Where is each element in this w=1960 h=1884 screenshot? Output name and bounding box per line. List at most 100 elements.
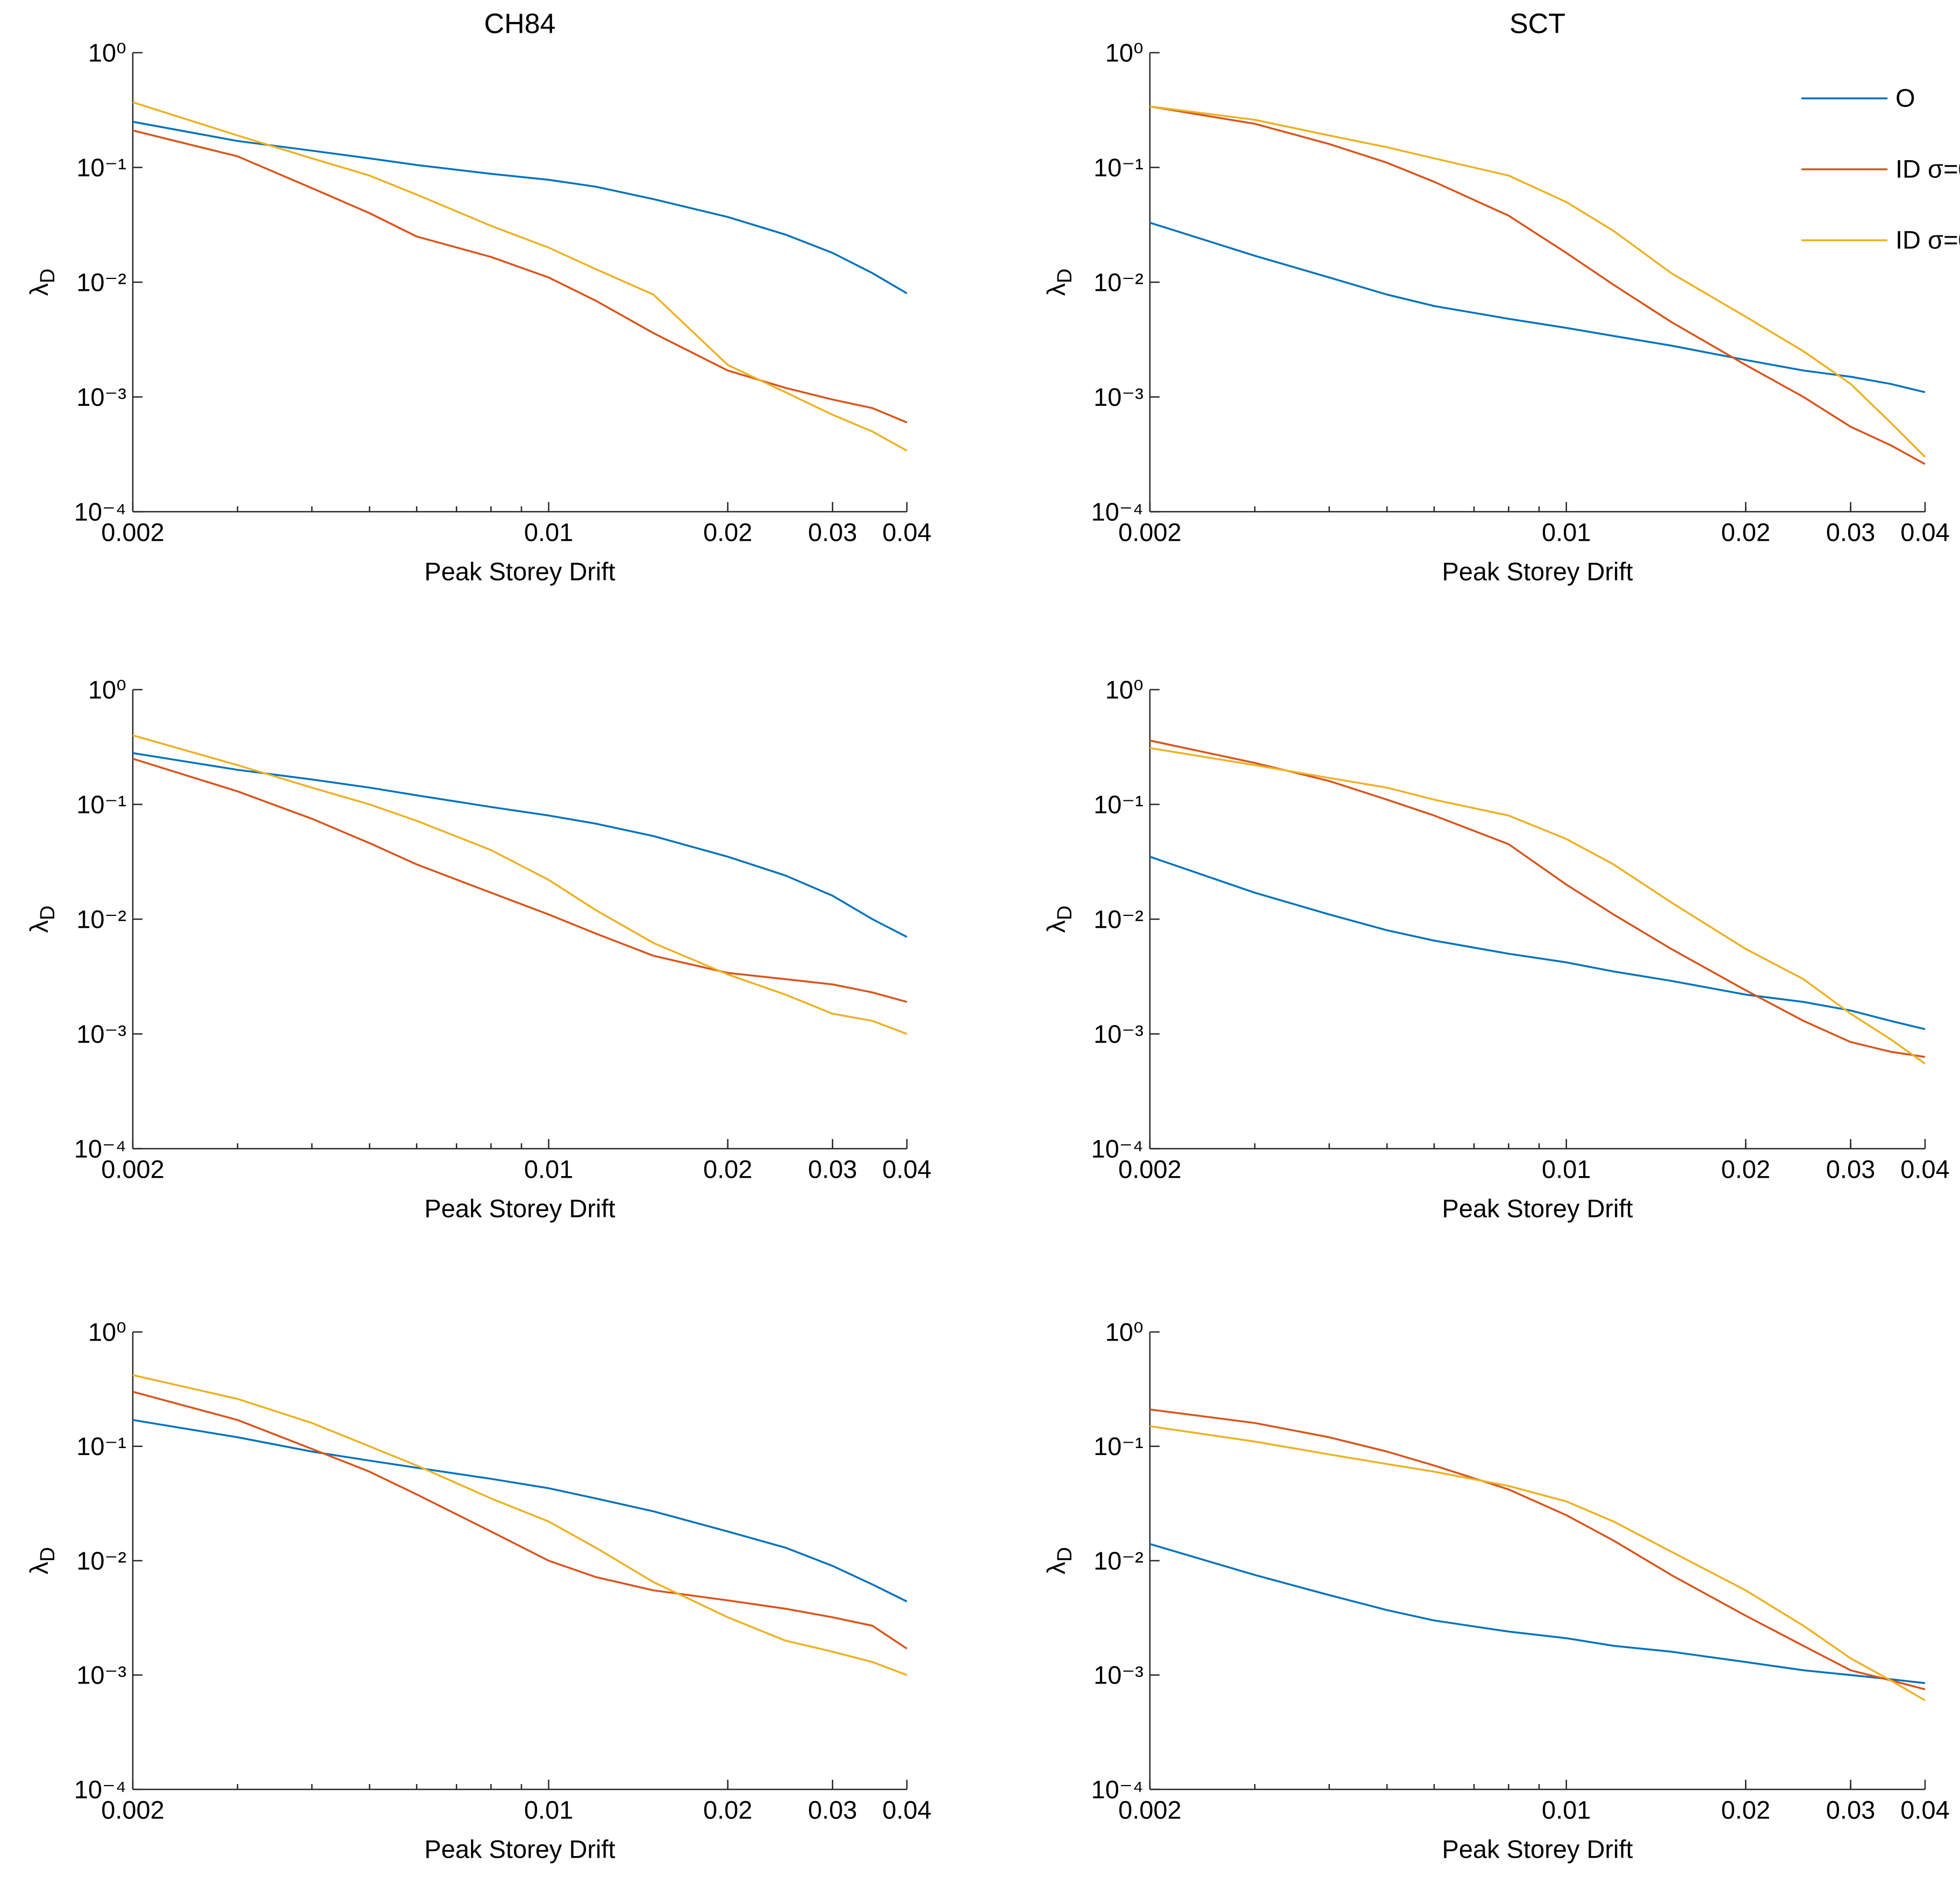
y-tick-label: 10⁰ [1105, 675, 1143, 704]
y-tick-label: 10⁻³ [1093, 1020, 1143, 1048]
x-tick-label: 0.04 [882, 1155, 931, 1183]
y-tick-label: 10⁻⁴ [74, 1134, 126, 1163]
y-tick-label: 10⁻² [1093, 1546, 1143, 1575]
y-tick-label: 10⁻⁴ [74, 497, 126, 526]
y-tick-label: 10⁻² [76, 1546, 126, 1575]
series-line [1149, 1408, 1926, 1690]
x-tick-label: 0.04 [1900, 1795, 1949, 1824]
series-line [132, 1374, 907, 1676]
y-tick-label: 10⁰ [88, 675, 126, 704]
y-tick-label: 10⁻¹ [1093, 790, 1143, 819]
y-tick-label: 10⁻² [76, 905, 126, 933]
y-tick-label: 10⁻¹ [76, 790, 126, 819]
y-tick-label: 10⁻³ [76, 1661, 126, 1689]
chart-title: CH84 [484, 9, 556, 40]
x-tick-label: 0.04 [1900, 518, 1949, 546]
legend-label: O [1895, 83, 1915, 112]
x-tick-label: 0.01 [1542, 518, 1591, 546]
y-tick-label: 10⁻¹ [76, 153, 126, 182]
y-tick-label: 10⁻³ [76, 1020, 126, 1048]
y-axis-label: λD [25, 906, 59, 933]
y-tick-label: 10⁻² [1093, 268, 1143, 296]
x-tick-label: 0.01 [524, 1795, 573, 1824]
y-axis-label: λD [1042, 269, 1076, 296]
y-axis-subscript: D [37, 906, 59, 920]
x-tick-label: 0.03 [1826, 518, 1875, 546]
series-line [132, 130, 907, 424]
y-axis-symbol: λ [25, 283, 53, 296]
y-tick-label: 10⁻⁴ [1091, 1134, 1143, 1163]
y-axis-label: λD [1042, 906, 1076, 933]
series-line [1149, 1425, 1926, 1701]
x-tick-label: 0.04 [882, 518, 931, 546]
chart-title: SCT [1510, 9, 1565, 40]
x-tick-label: 0.01 [524, 518, 573, 546]
y-axis-symbol: λ [25, 920, 53, 933]
series-line [1149, 105, 1926, 458]
x-tick-label: 0.02 [1721, 1795, 1770, 1824]
x-tick-label: 0.01 [1542, 1155, 1591, 1183]
series-line [1149, 1543, 1926, 1685]
series-line [1149, 105, 1926, 465]
panel: 0.002 0.01 0.02 0.03 0.04 10⁻⁴ 10⁻³ 10⁻² 10⁻¹ 10⁰… [1042, 9, 1960, 586]
x-axis-label: Peak Storey Drift [424, 557, 615, 585]
y-axis-subscript: D [1054, 269, 1076, 283]
x-tick-label: 0.03 [808, 518, 857, 546]
x-tick-label: 0.02 [1721, 1155, 1770, 1183]
y-axis-symbol: λ [1042, 283, 1070, 296]
panel: 0.002 0.01 0.02 0.03 0.04 10⁻⁴ 10⁻³ 10⁻² 10⁻¹ 10⁰… [1042, 675, 1949, 1222]
y-tick-label: 10⁻³ [1093, 1661, 1143, 1689]
panel: 0.002 0.01 0.02 0.03 0.04 10⁻⁴ 10⁻³ 10⁻² 10⁻¹ 10⁰… [25, 1317, 931, 1863]
series-line [132, 101, 907, 452]
panel: 0.002 0.01 0.02 0.03 0.04 10⁻⁴ 10⁻³ 10⁻² 10⁻¹ 10⁰… [1042, 1317, 1949, 1863]
y-axis-symbol: λ [1042, 1561, 1070, 1574]
panel: 0.002 0.01 0.02 0.03 0.04 10⁻⁴ 10⁻³ 10⁻² 10⁻¹ 10⁰… [25, 675, 931, 1222]
series-line [132, 752, 907, 938]
x-axis-label: Peak Storey Drift [1442, 1194, 1633, 1222]
y-tick-label: 10⁻² [1093, 905, 1143, 933]
x-tick-label: 0.002 [101, 1155, 164, 1183]
x-tick-label: 0.03 [1826, 1155, 1875, 1183]
x-tick-label: 0.04 [1900, 1155, 1949, 1183]
y-axis-label: λD [25, 269, 59, 296]
y-tick-label: 10⁻² [76, 268, 126, 296]
y-tick-label: 10⁰ [88, 1317, 126, 1346]
x-tick-label: 0.01 [524, 1155, 573, 1183]
series-line [1149, 747, 1926, 1065]
series-line [132, 757, 907, 1003]
x-tick-label: 0.01 [1542, 1795, 1591, 1824]
x-tick-label: 0.02 [1721, 518, 1770, 546]
x-axis-label: Peak Storey Drift [424, 1194, 615, 1222]
y-tick-label: 10⁰ [1105, 38, 1143, 67]
y-tick-label: 10⁻¹ [1093, 1432, 1143, 1460]
series-line [1149, 221, 1926, 393]
x-tick-label: 0.03 [808, 1795, 857, 1824]
series-line [132, 734, 907, 1035]
y-tick-label: 10⁻³ [76, 383, 126, 411]
y-tick-label: 10⁻¹ [76, 1432, 126, 1460]
y-tick-label: 10⁻¹ [1093, 153, 1143, 182]
y-axis-subscript: D [1054, 906, 1076, 920]
panel: 0.002 0.01 0.02 0.03 0.04 10⁻⁴ 10⁻³ 10⁻² 10⁻¹ 10⁰… [25, 9, 931, 586]
y-tick-label: 10⁰ [1105, 1317, 1143, 1346]
y-axis-subscript: D [37, 1547, 59, 1561]
series-line [132, 120, 907, 295]
x-axis-label: Peak Storey Drift [424, 1835, 615, 1863]
x-tick-label: 0.002 [101, 518, 164, 546]
y-axis-symbol: λ [1042, 920, 1070, 933]
y-axis-subscript: D [1054, 1547, 1076, 1561]
y-axis-subscript: D [37, 269, 59, 283]
x-tick-label: 0.002 [1118, 1795, 1182, 1824]
y-tick-label: 10⁰ [88, 38, 126, 67]
x-tick-label: 0.02 [703, 1795, 752, 1824]
series-line [1149, 856, 1926, 1030]
x-axis-label: Peak Storey Drift [1442, 1835, 1633, 1863]
y-axis-label: λD [25, 1547, 59, 1574]
legend-label: ID σ=0.7 [1895, 154, 1960, 183]
x-tick-label: 0.02 [703, 518, 752, 546]
x-tick-label: 0.02 [703, 1155, 752, 1183]
series-line [1149, 739, 1926, 1058]
y-axis-symbol: λ [25, 1561, 53, 1574]
y-tick-label: 10⁻⁴ [1091, 497, 1143, 526]
